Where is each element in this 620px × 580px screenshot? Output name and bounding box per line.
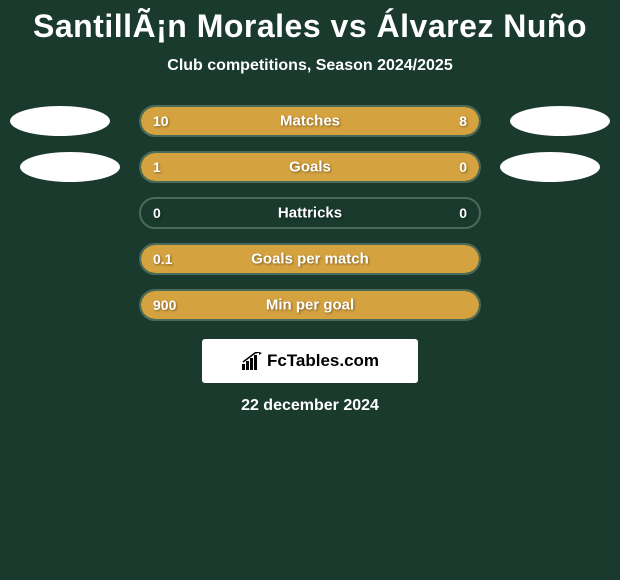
stat-bar: 10 Matches 8 [139,105,481,137]
logo-box: FcTables.com [202,339,418,383]
stat-value-right: 0 [459,205,467,221]
player-marker-right [500,152,600,182]
stats-area: 10 Matches 8 1 Goals 0 0 Hattricks 0 0.1 Goals per… [0,105,620,321]
player-marker-left [20,152,120,182]
stat-row: 10 Matches 8 [0,105,620,137]
page-title: SantillÃ¡n Morales vs Álvarez Nuño [0,8,620,45]
player-marker-right [510,106,610,136]
stat-row: 0.1 Goals per match [0,243,620,275]
stat-label: Goals per match [251,251,369,268]
stat-label: Hattricks [278,205,342,222]
chart-icon [241,352,263,370]
subtitle: Club competitions, Season 2024/2025 [0,57,620,75]
stat-value-left: 0.1 [153,251,172,267]
stat-bar: 0.1 Goals per match [139,243,481,275]
player-marker-left [10,106,110,136]
date-text: 22 december 2024 [0,397,620,415]
stat-label: Matches [280,113,340,130]
stat-value-right: 8 [459,113,467,129]
stat-bar: 0 Hattricks 0 [139,197,481,229]
stat-bar: 1 Goals 0 [139,151,481,183]
stat-row: 1 Goals 0 [0,151,620,183]
stat-value-left: 0 [153,205,161,221]
bar-fill-left [141,153,398,181]
main-container: SantillÃ¡n Morales vs Álvarez Nuño Club … [0,0,620,415]
stat-value-left: 10 [153,113,169,129]
stat-value-right: 0 [459,159,467,175]
stat-value-left: 1 [153,159,161,175]
stat-row: 900 Min per goal [0,289,620,321]
stat-row: 0 Hattricks 0 [0,197,620,229]
logo-text: FcTables.com [267,351,379,371]
stat-label: Goals [289,159,331,176]
stat-label: Min per goal [266,297,354,314]
stat-value-left: 900 [153,297,176,313]
stat-bar: 900 Min per goal [139,289,481,321]
